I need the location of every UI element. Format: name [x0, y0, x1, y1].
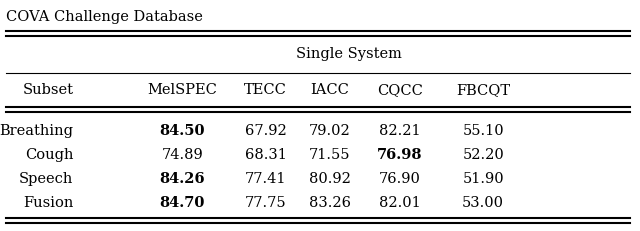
- Text: TECC: TECC: [244, 83, 287, 97]
- Text: 83.26: 83.26: [308, 196, 351, 210]
- Text: IACC: IACC: [310, 83, 349, 97]
- Text: 77.41: 77.41: [245, 172, 286, 186]
- Text: 55.10: 55.10: [462, 124, 504, 137]
- Text: Fusion: Fusion: [23, 196, 74, 210]
- Text: 84.70: 84.70: [160, 196, 205, 210]
- Text: 82.01: 82.01: [379, 196, 421, 210]
- Text: Single System: Single System: [296, 47, 402, 61]
- Text: Cough: Cough: [25, 148, 74, 162]
- Text: COVA Challenge Database: COVA Challenge Database: [6, 10, 204, 24]
- Text: 76.90: 76.90: [379, 172, 421, 186]
- Text: 68.31: 68.31: [244, 148, 287, 162]
- Text: Speech: Speech: [19, 172, 74, 186]
- Text: CQCC: CQCC: [377, 83, 423, 97]
- Text: 53.00: 53.00: [462, 196, 504, 210]
- Text: MelSPEC: MelSPEC: [147, 83, 218, 97]
- Text: 67.92: 67.92: [244, 124, 287, 137]
- Text: 74.89: 74.89: [161, 148, 204, 162]
- Text: Breathing: Breathing: [0, 124, 74, 137]
- Text: 82.21: 82.21: [379, 124, 421, 137]
- Text: 84.50: 84.50: [159, 124, 205, 137]
- Text: 77.75: 77.75: [244, 196, 287, 210]
- Text: 52.20: 52.20: [462, 148, 504, 162]
- Text: 51.90: 51.90: [462, 172, 504, 186]
- Text: 76.98: 76.98: [377, 148, 423, 162]
- Text: FBCQT: FBCQT: [456, 83, 510, 97]
- Text: 84.26: 84.26: [159, 172, 205, 186]
- Text: 71.55: 71.55: [309, 148, 350, 162]
- Text: 80.92: 80.92: [308, 172, 351, 186]
- Text: Subset: Subset: [22, 83, 74, 97]
- Text: 79.02: 79.02: [308, 124, 351, 137]
